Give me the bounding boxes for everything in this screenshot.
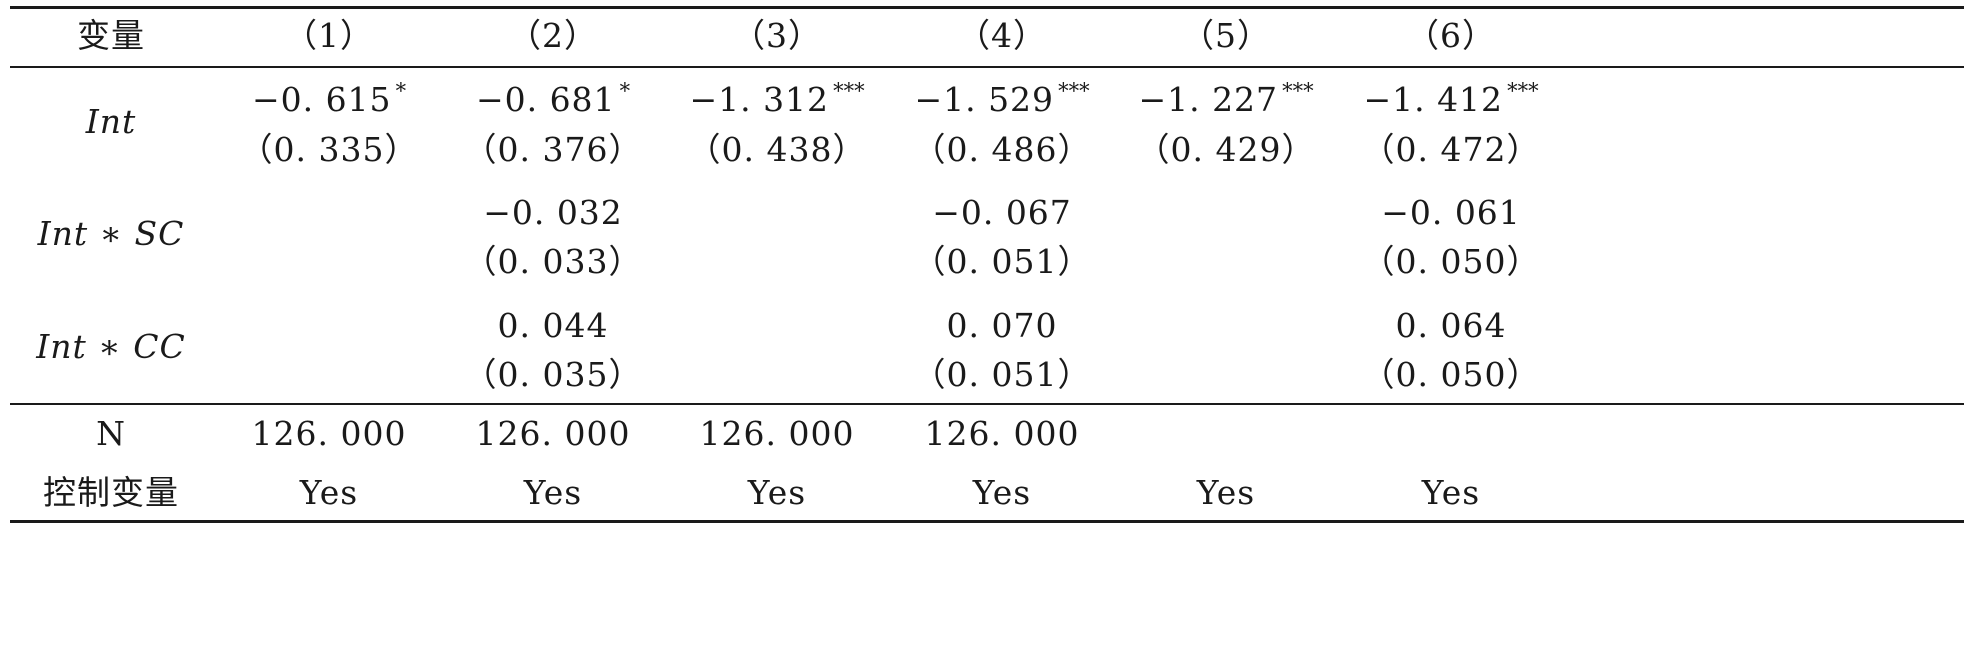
standard-error-cell: （0. 051）	[912, 242, 1092, 281]
coefficient-value: −1. 529	[914, 80, 1055, 119]
coefficient-value: −1. 412	[1363, 80, 1504, 119]
footer-value: Yes	[1421, 473, 1481, 512]
coefficient-cell: −0. 615 *	[209, 79, 449, 124]
significance-stars: ***	[1507, 79, 1539, 103]
coefficient-value: 0. 070	[946, 306, 1058, 345]
coefficient-cell: −0. 681 *	[433, 79, 673, 124]
header-column-2: （2）	[508, 16, 598, 55]
header-column-5: （5）	[1181, 16, 1271, 55]
standard-error-cell: （0. 335）	[239, 130, 419, 169]
top-rule	[10, 6, 1964, 9]
footer-value: Yes	[972, 473, 1032, 512]
coefficient-cell: 0. 044	[433, 306, 673, 346]
footer-label: N	[96, 414, 126, 453]
row-label: Int	[85, 102, 137, 141]
significance-stars: *	[619, 79, 631, 103]
coefficient-value: −0. 061	[1381, 193, 1521, 232]
header-column-3: （3）	[732, 16, 822, 55]
standard-error-cell: （0. 050）	[1361, 355, 1541, 394]
coefficient-cell: −1. 312 ***	[657, 79, 897, 124]
coefficient-cell: 0. 064	[1331, 306, 1571, 346]
footer-value: Yes	[299, 473, 359, 512]
coefficient-cell: −1. 412 ***	[1331, 79, 1571, 124]
standard-error-cell: （0. 050）	[1361, 242, 1541, 281]
standard-error-cell: （0. 051）	[912, 355, 1092, 394]
standard-error-cell: （0. 035）	[463, 355, 643, 394]
header-column-6: （6）	[1406, 16, 1496, 55]
footer-value: Yes	[747, 473, 807, 512]
significance-stars: ***	[1058, 79, 1090, 103]
footer-value: Yes	[1196, 473, 1256, 512]
footer-value: 126. 000	[699, 414, 855, 453]
coefficient-value: −1. 227	[1138, 80, 1279, 119]
coefficient-cell: −1. 529 ***	[882, 79, 1122, 124]
footer-value: 126. 000	[924, 414, 1080, 453]
standard-error-cell: （0. 376）	[463, 130, 643, 169]
standard-error-cell: （0. 472）	[1361, 130, 1541, 169]
coefficient-value: 0. 044	[497, 306, 609, 345]
coefficient-cell: −0. 032	[433, 193, 673, 233]
coefficient-value: −0. 032	[483, 193, 623, 232]
header-variable-label: 变量	[77, 16, 145, 55]
footer-value: 126. 000	[475, 414, 631, 453]
footer-label: 控制变量	[43, 473, 179, 512]
standard-error-cell: （0. 429）	[1136, 130, 1316, 169]
coefficient-cell: −1. 227 ***	[1106, 79, 1346, 124]
standard-error-cell: （0. 438）	[687, 130, 867, 169]
header-column-1: （1）	[284, 16, 374, 55]
footer-value: 126. 000	[251, 414, 407, 453]
standard-error-cell: （0. 033）	[463, 242, 643, 281]
significance-stars: ***	[1282, 79, 1314, 103]
coefficient-value: −0. 681	[475, 80, 616, 119]
significance-stars: *	[395, 79, 407, 103]
standard-error-cell: （0. 486）	[912, 130, 1092, 169]
coefficient-value: 0. 064	[1395, 306, 1507, 345]
significance-stars: ***	[833, 79, 865, 103]
footer-value: Yes	[523, 473, 583, 512]
coefficient-cell: 0. 070	[882, 306, 1122, 346]
coefficient-value: −1. 312	[689, 80, 830, 119]
coefficient-value: −0. 067	[932, 193, 1072, 232]
header-column-4: （4）	[957, 16, 1047, 55]
bottom-rule	[10, 520, 1964, 523]
row-label: Int ∗ CC	[36, 327, 186, 366]
coefficient-value: −0. 615	[251, 80, 392, 119]
coefficient-cell: −0. 061	[1331, 193, 1571, 233]
coefficient-cell: −0. 067	[882, 193, 1122, 233]
body-rule	[10, 403, 1964, 405]
header-rule	[10, 66, 1964, 68]
row-label: Int ∗ SC	[37, 214, 185, 253]
